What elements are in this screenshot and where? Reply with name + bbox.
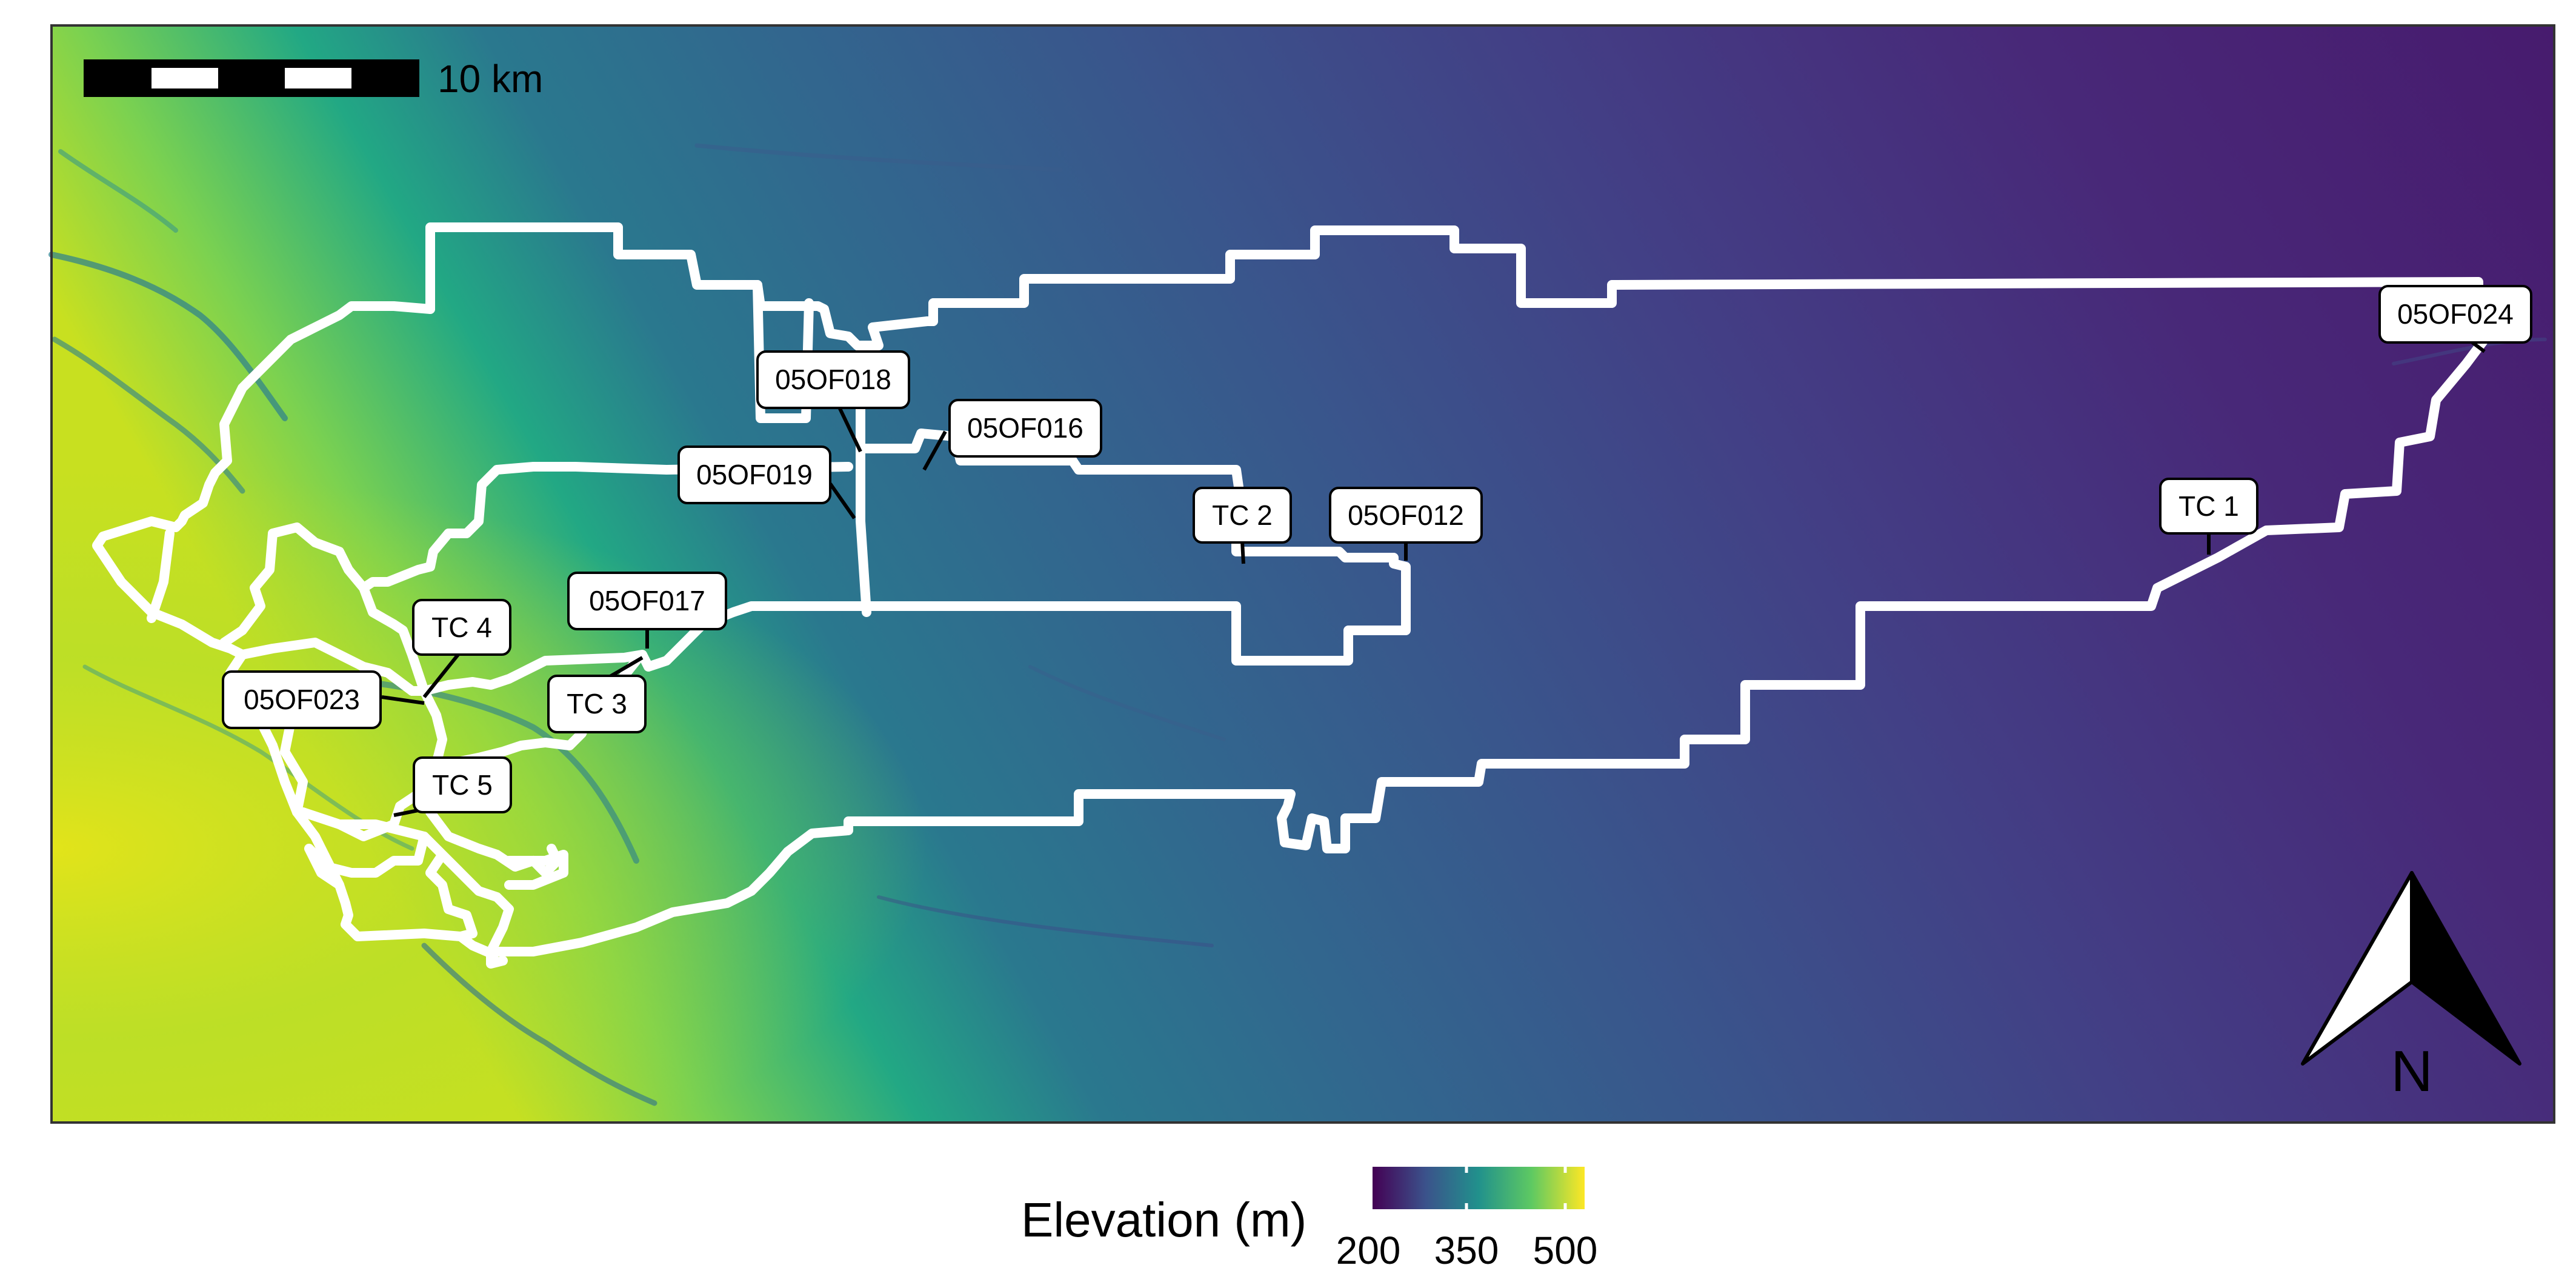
svg-text:05OF024: 05OF024 bbox=[2397, 298, 2514, 330]
svg-text:05OF017: 05OF017 bbox=[589, 585, 705, 616]
north-arrow-label: N bbox=[2391, 1039, 2432, 1104]
north-arrow-icon: N bbox=[2301, 871, 2521, 1104]
station-label-05OF018[interactable]: 05OF018 bbox=[756, 350, 910, 409]
scale-bar: 10 km bbox=[84, 57, 543, 101]
legend-tick-500: 500 bbox=[1533, 1229, 1598, 1272]
svg-text:05OF023: 05OF023 bbox=[244, 684, 360, 715]
svg-text:05OF012: 05OF012 bbox=[1348, 499, 1464, 531]
station-labels: 05OF024 05OF018 05OF016 05OF019 TC 2 05O… bbox=[222, 285, 2532, 813]
watershed-TC3 bbox=[419, 686, 562, 878]
watershed-TC5-inner bbox=[298, 807, 568, 956]
watershed-east bbox=[486, 225, 2489, 969]
svg-text:TC 3: TC 3 bbox=[567, 688, 627, 719]
svg-text:05OF018: 05OF018 bbox=[775, 364, 891, 395]
station-label-05OF023[interactable]: 05OF023 bbox=[222, 670, 382, 729]
watershed-TC5-south bbox=[304, 832, 429, 890]
legend-colorbar bbox=[1373, 1167, 1585, 1209]
watershed-TC2 bbox=[801, 529, 1411, 666]
elevation-legend: Elevation (m) 200 350 500 bbox=[1021, 1167, 1597, 1272]
svg-text:TC 2: TC 2 bbox=[1212, 499, 1273, 531]
svg-text:TC 1: TC 1 bbox=[2178, 490, 2239, 522]
legend-tick-350: 350 bbox=[1434, 1229, 1499, 1272]
station-label-TC1[interactable]: TC 1 bbox=[2159, 478, 2258, 535]
station-label-05OF012[interactable]: 05OF012 bbox=[1329, 487, 1483, 544]
watershed-05OF019 bbox=[359, 462, 853, 593]
svg-text:TC 4: TC 4 bbox=[431, 612, 492, 643]
station-label-05OF017[interactable]: 05OF017 bbox=[567, 572, 727, 630]
map-panel-border bbox=[50, 24, 2555, 1124]
watershed-05OF016 bbox=[859, 429, 1253, 508]
station-label-TC2[interactable]: TC 2 bbox=[1193, 487, 1292, 544]
svg-text:05OF016: 05OF016 bbox=[967, 412, 1083, 444]
station-label-TC5[interactable]: TC 5 bbox=[413, 756, 512, 813]
watershed-boundaries bbox=[92, 222, 2489, 969]
svg-text:05OF019: 05OF019 bbox=[696, 459, 813, 490]
station-label-05OF016[interactable]: 05OF016 bbox=[948, 399, 1102, 458]
station-label-TC4[interactable]: TC 4 bbox=[412, 599, 511, 656]
watershed-north-central bbox=[425, 222, 938, 350]
watershed-TC4 bbox=[147, 522, 429, 696]
legend-tick-200: 200 bbox=[1336, 1229, 1401, 1272]
station-label-TC3[interactable]: TC 3 bbox=[547, 675, 647, 733]
legend-title: Elevation (m) bbox=[1021, 1193, 1306, 1247]
station-leaders bbox=[381, 341, 2486, 817]
watershed-TC4-inner bbox=[238, 638, 417, 696]
svg-text:TC 5: TC 5 bbox=[432, 769, 493, 801]
scale-bar-label: 10 km bbox=[438, 57, 543, 101]
watershed-west bbox=[92, 301, 499, 959]
station-label-05OF019[interactable]: 05OF019 bbox=[677, 445, 831, 504]
station-label-05OF024[interactable]: 05OF024 bbox=[2378, 285, 2532, 344]
